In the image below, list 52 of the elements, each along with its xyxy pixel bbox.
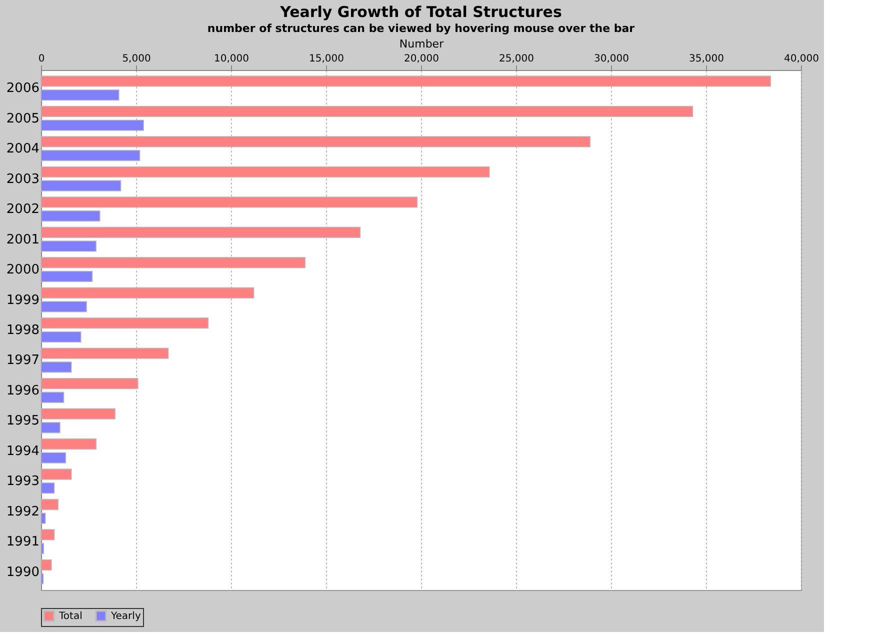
bar — [40, 498, 58, 510]
chart-subtitle: number of structures can be viewed by hovering mouse over the bar — [207, 22, 636, 35]
bar — [40, 559, 52, 571]
bar — [40, 89, 120, 101]
y-tick-label: 1991 — [6, 534, 40, 550]
x-tick-label: 35,000 — [689, 54, 724, 64]
y-tick-label: 1990 — [6, 564, 40, 580]
x-tick-label: 40,000 — [784, 54, 819, 64]
y-tick-label: 1995 — [6, 414, 40, 429]
bar — [40, 468, 72, 480]
y-tick-label: 1992 — [6, 504, 40, 520]
bar — [40, 392, 64, 403]
bar — [40, 529, 55, 540]
y-tick-label: 1997 — [6, 353, 40, 368]
bar — [40, 270, 93, 282]
y-tick-label: 1994 — [6, 444, 40, 459]
x-tick-label: 5,000 — [122, 54, 151, 64]
chart-title: Yearly Growth of Total Structures — [279, 3, 562, 21]
bar — [40, 452, 66, 464]
x-tick-label: 10,000 — [214, 54, 249, 64]
y-tick-label: 1999 — [6, 292, 40, 308]
legend-label: Yearly — [110, 611, 141, 622]
y-tick-label: 2000 — [6, 262, 40, 278]
bar — [40, 482, 55, 494]
x-axis-title: Number — [399, 38, 444, 50]
y-tick-label: 2001 — [6, 232, 40, 248]
x-tick-label: 20,000 — [404, 54, 439, 64]
bar — [40, 362, 72, 373]
bar — [40, 422, 60, 434]
y-tick-label: 1998 — [6, 323, 40, 338]
y-tick-label: 2005 — [6, 111, 40, 126]
bar — [40, 573, 44, 584]
bar — [40, 512, 46, 524]
bar — [40, 331, 82, 342]
x-tick-label: 25,000 — [499, 54, 534, 64]
y-tick-label: 2004 — [6, 142, 40, 157]
bar — [40, 301, 87, 312]
bar — [40, 210, 100, 222]
y-tick-label: 2003 — [6, 172, 40, 187]
legend-label: Total — [58, 611, 82, 622]
y-tick-label: 2006 — [6, 81, 40, 96]
x-tick-label: 15,000 — [309, 54, 344, 64]
bar — [40, 180, 122, 192]
bar — [40, 542, 44, 554]
x-tick-label: 30,000 — [594, 54, 629, 64]
bar — [40, 438, 96, 450]
x-tick-label: 0 — [38, 54, 45, 64]
y-tick-label: 1993 — [6, 474, 40, 490]
y-tick-label: 1996 — [6, 383, 40, 398]
y-tick-label: 2002 — [6, 202, 40, 218]
bar — [40, 408, 116, 420]
bar — [40, 240, 96, 252]
